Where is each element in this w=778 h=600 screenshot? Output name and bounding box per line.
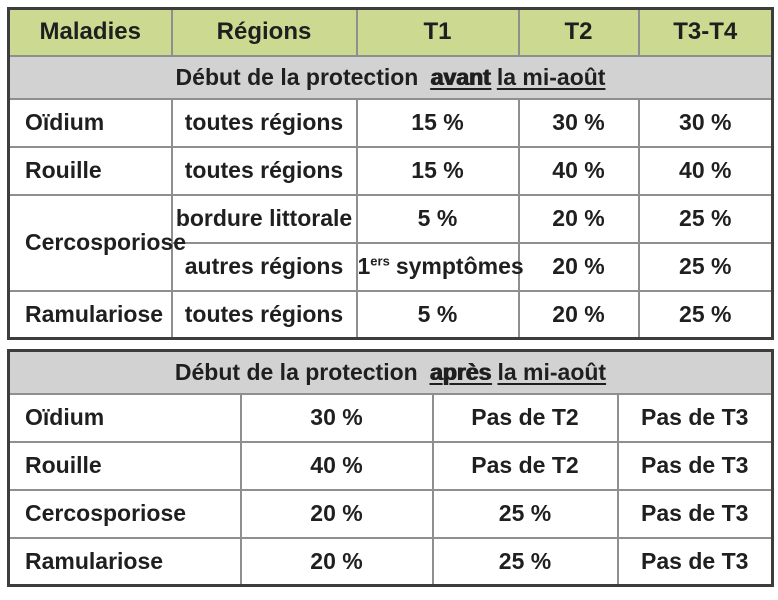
cell-t1: 5 % [355, 193, 520, 244]
cell-t2: 20 % [517, 289, 640, 340]
table-header-row: Maladies Régions T1 T2 T3-T4 [7, 7, 774, 57]
table-protection-apres: Début de la protection après la mi-août O… [7, 349, 774, 587]
cell-maladie: Ramulariose [7, 289, 173, 340]
section-title-prefix: Début de la protection [175, 63, 419, 90]
cell-t3-t4: 30 % [637, 97, 774, 148]
section-title-prefix: Début de la protection [174, 358, 418, 385]
cell-t1: 40 % [239, 440, 434, 491]
cell-t2: 20 % [517, 193, 640, 244]
t1-base: 1 [357, 253, 371, 279]
column-header-t1: T1 [355, 7, 520, 57]
cell-maladie: Rouille [7, 145, 173, 196]
cell-maladie: Ramulariose [7, 536, 242, 587]
section-title-emphasis: après [430, 358, 492, 385]
table-row-rouille: Rouille 40 % Pas de T2 Pas de T3 [7, 440, 774, 491]
cell-t1: 20 % [239, 536, 434, 587]
cell-t1-premiers-symptomes: 1ers symptômes [355, 241, 524, 292]
cell-t2: Pas de T2 [431, 392, 619, 443]
section-title-underlined-part: avant la mi-août [431, 64, 606, 90]
table-row-oidium: Oïdium 30 % Pas de T2 Pas de T3 [7, 392, 774, 443]
cell-t1: 15 % [355, 145, 520, 196]
cell-maladie: Rouille [7, 440, 242, 491]
cell-t1: 30 % [239, 392, 434, 443]
column-header-maladies: Maladies [7, 7, 173, 57]
section-title-avant: Début de la protection avant la mi-août [7, 54, 774, 100]
t1-superscript: ers [370, 253, 390, 269]
section-title-suffix: la mi-août [496, 63, 606, 90]
cell-t3: Pas de T3 [616, 392, 774, 443]
column-header-regions: Régions [170, 7, 358, 57]
cell-maladie: Cercosporiose [7, 488, 242, 539]
cell-t3: Pas de T3 [616, 440, 774, 491]
cell-t1: 20 % [239, 488, 434, 539]
cell-t2: 30 % [517, 97, 640, 148]
table-row-cercosporiose-autres: autres régions 1ers symptômes 20 % 25 % [9, 241, 774, 292]
cell-t2: 20 % [517, 241, 640, 292]
cell-t1: 5 % [355, 289, 520, 340]
column-header-t2: T2 [517, 7, 640, 57]
table-row-ramulariose: Ramulariose 20 % 25 % Pas de T3 [7, 536, 774, 587]
cell-t1: 15 % [355, 97, 520, 148]
column-header-t3-t4: T3-T4 [637, 7, 774, 57]
section-row-avant: Début de la protection avant la mi-août [7, 54, 774, 100]
cell-t2: Pas de T2 [431, 440, 619, 491]
cell-maladie: Oïdium [7, 97, 173, 148]
cell-region: bordure littorale [170, 193, 358, 244]
cell-t2: 25 % [431, 488, 619, 539]
cell-t2: 40 % [517, 145, 640, 196]
cell-t3: Pas de T3 [616, 488, 774, 539]
section-title-apres: Début de la protection après la mi-août [7, 349, 774, 395]
cell-t3-t4: 25 % [637, 289, 774, 340]
table-protection-avant: Maladies Régions T1 T2 T3-T4 Début de la… [7, 7, 774, 340]
table-row-oidium: Oïdium toutes régions 15 % 30 % 30 % [7, 97, 774, 148]
cell-region: toutes régions [170, 289, 358, 340]
table-row-cercosporiose: Cercosporiose 20 % 25 % Pas de T3 [7, 488, 774, 539]
cell-maladie: Oïdium [7, 392, 242, 443]
cell-region: autres régions [170, 241, 358, 292]
section-title-suffix: la mi-août [497, 358, 607, 385]
section-title-emphasis: avant [430, 63, 491, 90]
cell-t2: 25 % [431, 536, 619, 587]
cell-t3-t4: 25 % [637, 241, 774, 292]
section-row-apres: Début de la protection après la mi-août [7, 349, 774, 395]
table-row-ramulariose: Ramulariose toutes régions 5 % 20 % 25 % [7, 289, 774, 340]
table-row-rouille: Rouille toutes régions 15 % 40 % 40 % [7, 145, 774, 196]
cell-t3-t4: 25 % [637, 193, 774, 244]
section-title-underlined-part: après la mi-août [430, 359, 606, 385]
table-row-cercosporiose-littorale: Cercosporiose bordure littorale 5 % 20 %… [7, 193, 774, 292]
cell-region: toutes régions [170, 145, 358, 196]
t1-rest: symptômes [395, 253, 524, 279]
cell-t3: Pas de T3 [616, 536, 774, 587]
cell-maladie: Cercosporiose [7, 193, 186, 292]
cell-region: toutes régions [170, 97, 358, 148]
cell-t3-t4: 40 % [637, 145, 774, 196]
